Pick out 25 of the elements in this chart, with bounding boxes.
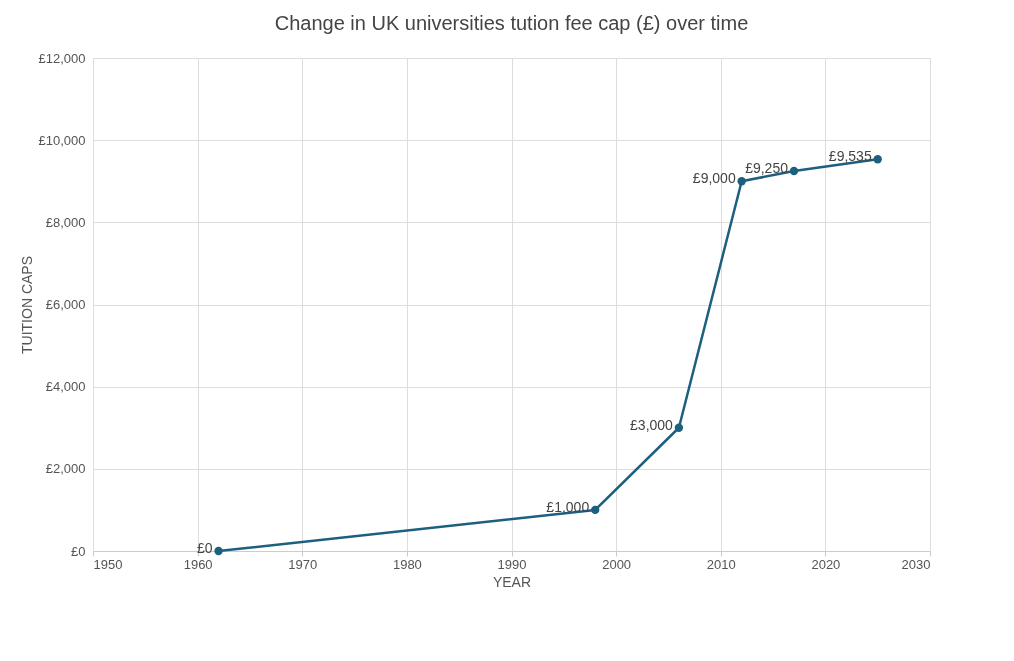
- x-tick-label: 2010: [706, 556, 736, 572]
- y-tick-label: £10,000: [38, 132, 86, 148]
- y-tick-label: £12,000: [38, 50, 86, 66]
- data-label: £9,535: [828, 148, 872, 165]
- x-tick-label: 2020: [811, 556, 841, 572]
- chart-title: Change in UK universities tution fee cap (£) over time: [274, 12, 749, 34]
- y-tick-label: £6,000: [45, 297, 86, 312]
- data-label: £9,000: [692, 170, 736, 187]
- data-label: £0: [196, 540, 213, 556]
- x-tick-label: 2000: [602, 556, 632, 572]
- y-tick-label: £0: [71, 543, 86, 559]
- y-tick-label: £4,000: [45, 379, 86, 395]
- x-tick-label: 1960: [183, 556, 213, 572]
- y-axis-title: TUITION CAPS: [18, 255, 35, 355]
- x-tick-label: 1990: [497, 556, 527, 572]
- x-axis-title: YEAR: [492, 573, 532, 590]
- x-tick-label: 1950: [93, 556, 123, 572]
- data-label: £3,000: [630, 416, 674, 433]
- data-label: £1,000: [546, 498, 590, 515]
- y-tick-label: £2,000: [45, 461, 86, 477]
- x-tick-label: 1970: [288, 556, 318, 572]
- x-tick-label: 2030: [901, 556, 931, 572]
- y-tick-label: £8,000: [45, 214, 86, 230]
- x-tick-label: 1980: [392, 556, 422, 572]
- data-label: £9,250: [745, 159, 789, 176]
